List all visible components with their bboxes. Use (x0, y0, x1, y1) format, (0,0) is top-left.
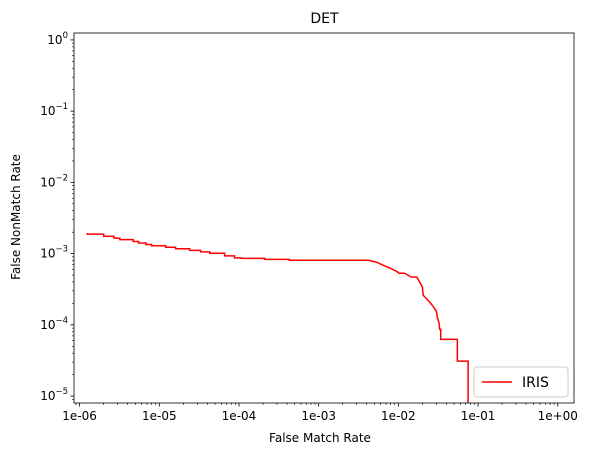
legend: IRIS (473, 366, 569, 398)
x-tick-label: 1e-03 (301, 409, 336, 423)
chart-title: DET (310, 11, 339, 27)
x-tick-label: 1e-04 (222, 409, 257, 423)
legend-box (473, 366, 569, 398)
x-tick-label: 1e+00 (538, 409, 578, 423)
x-axis-label: False Match Rate (269, 431, 371, 445)
series-line-iris (86, 232, 469, 403)
legend-label: IRIS (522, 375, 549, 391)
y-tick-label: 10−3 (40, 245, 68, 261)
axes-frame (73, 32, 575, 404)
y-tick-label: 100 (47, 31, 68, 47)
y-tick-label: 10−5 (40, 387, 68, 403)
axes: 1e-06 1e-05 1e-04 1e-03 1e-02 1e-01 1e+00 10−5 1… (40, 31, 578, 423)
x-tick-label: 1e-02 (381, 409, 416, 423)
plot-area (86, 232, 469, 403)
y-tick-label: 10−4 (40, 316, 68, 332)
y-tick-label: 10−1 (40, 102, 68, 118)
x-tick-label: 1e-05 (142, 409, 177, 423)
y-tick-label: 10−2 (40, 173, 68, 189)
x-tick-label: 1e-06 (62, 409, 97, 423)
x-tick-label: 1e-01 (461, 409, 496, 423)
y-axis-label: False NonMatch Rate (9, 154, 23, 280)
